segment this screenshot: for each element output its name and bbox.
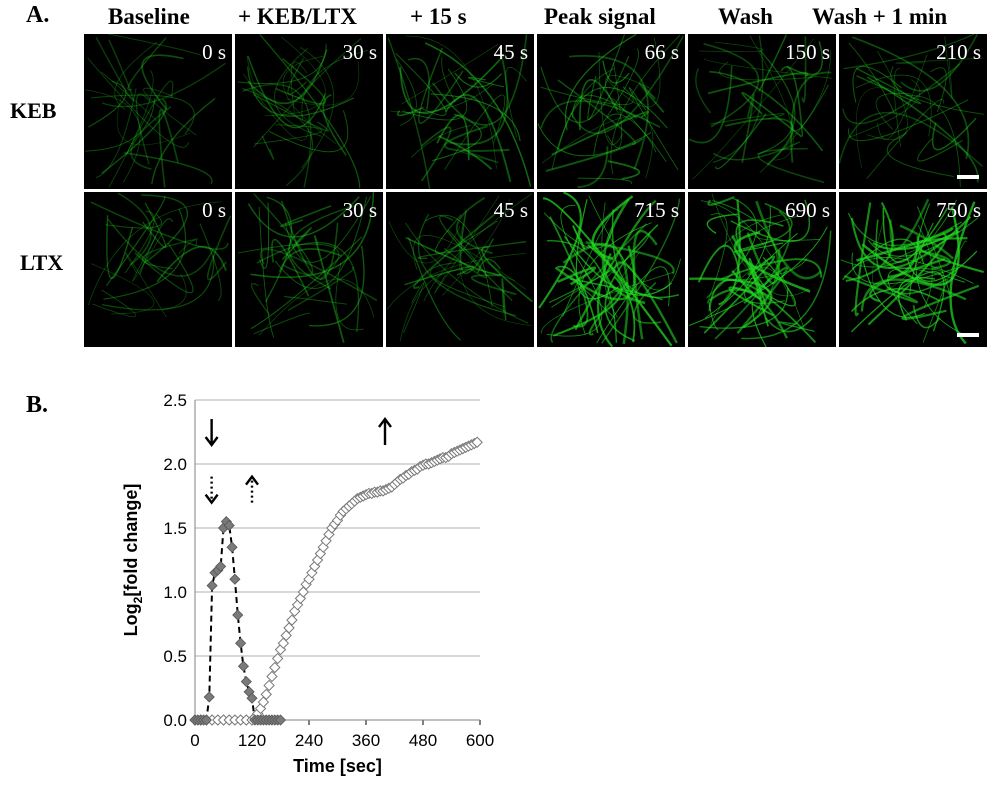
- neurite-fluorescence: [688, 34, 832, 184]
- keb-data-point: [237, 660, 250, 672]
- x-axis-label: Time [sec]: [293, 756, 382, 776]
- micrograph-tile: 150 s: [688, 34, 836, 189]
- neurite-fluorescence: [538, 192, 681, 347]
- micrograph-tile: 750 s: [839, 192, 987, 347]
- neurite-fluorescence: [237, 34, 369, 189]
- micrograph-tile: 45 s: [386, 192, 534, 347]
- neurite-fluorescence: [537, 34, 684, 189]
- ltx-data-point: [471, 436, 483, 448]
- keb-data-point: [240, 676, 252, 688]
- keb-data-point: [203, 691, 215, 703]
- micrograph-tile: 66 s: [537, 34, 685, 189]
- keb-data-point: [215, 560, 227, 572]
- micrograph-tile: 30 s: [235, 34, 383, 189]
- fold-change-chart: 0.0 0.5 1.0 1.5 2.0 2.5 0 120 240 360 480 600 Time […: [121, 391, 494, 776]
- row-label-ltx: LTX: [20, 250, 64, 275]
- row-label-keb: KEB: [10, 98, 57, 123]
- neurite-fluorescence: [386, 193, 533, 342]
- y-tick-label: 2.5: [163, 391, 187, 410]
- ltx-data-point: [260, 688, 272, 701]
- timestamp-label: 0 s: [202, 198, 226, 222]
- y-axis-label: Log2[fold change]: [121, 484, 145, 637]
- y-tick-label: 1.5: [163, 519, 187, 538]
- ltx-data-point: [271, 652, 284, 665]
- timestamp-label: 690 s: [785, 198, 830, 222]
- y-tick-label: 2.0: [163, 455, 187, 474]
- x-tick-label: 240: [295, 731, 323, 750]
- arrow-head: [204, 436, 219, 447]
- micrograph-tile: 45 s: [386, 34, 534, 189]
- neurite-fluorescence: [387, 34, 532, 189]
- timestamp-label: 66 s: [644, 40, 679, 64]
- timestamp-label: 750 s: [936, 198, 981, 222]
- micrograph-tile: 210 s: [839, 34, 987, 189]
- micrograph-tile: 30 s: [235, 192, 383, 347]
- micrograph-tile: 690 s: [688, 192, 836, 347]
- x-tick-label: 360: [352, 731, 380, 750]
- x-tick-label: 120: [238, 731, 266, 750]
- column-header-peak-signal: Peak signal: [544, 4, 656, 29]
- keb-data-point: [223, 519, 235, 532]
- timestamp-label: 0 s: [202, 40, 226, 64]
- timestamp-label: 45 s: [493, 40, 528, 64]
- timestamp-label: 150 s: [785, 40, 830, 64]
- arrow-head: [204, 493, 219, 505]
- keb-data-point: [226, 541, 238, 553]
- arrow-head: [378, 417, 392, 428]
- y-tick-label: 1.0: [163, 583, 187, 602]
- keb-data-point: [274, 714, 287, 726]
- scale-bar: [957, 333, 979, 337]
- ltx-data-point: [266, 670, 278, 683]
- column-header-15s: + 15 s: [410, 4, 467, 29]
- x-tick-label: 480: [409, 731, 437, 750]
- ltx-data-point: [269, 661, 281, 674]
- neurite-fluorescence: [84, 34, 226, 188]
- column-header-keb-ltx: + KEB/LTX: [238, 4, 357, 29]
- timestamp-label: 210 s: [936, 40, 981, 64]
- micrograph-tile: 715 s: [537, 192, 685, 347]
- neurite-fluorescence: [688, 193, 832, 347]
- keb-data-point: [235, 637, 247, 649]
- x-tick-label: 0: [190, 731, 199, 750]
- neurite-fluorescence: [839, 34, 985, 188]
- panel-b-label: B.: [26, 392, 49, 418]
- neurite-fluorescence: [237, 192, 378, 344]
- keb-data-point: [246, 692, 258, 704]
- timestamp-label: 30 s: [342, 40, 377, 64]
- panel-a-label: A.: [26, 2, 50, 28]
- arrow-head: [245, 474, 259, 486]
- neurite-fluorescence: [840, 198, 984, 345]
- timestamp-label: 30 s: [342, 198, 377, 222]
- timestamp-label: 715 s: [634, 198, 679, 222]
- ltx-data-point: [286, 614, 298, 626]
- x-tick-label: 600: [466, 731, 494, 750]
- y-tick-label: 0.5: [163, 647, 187, 666]
- keb-data-point: [206, 580, 218, 592]
- keb-data-point: [200, 714, 212, 726]
- timestamp-label: 45 s: [493, 198, 528, 222]
- column-header-wash: Wash: [718, 4, 773, 29]
- y-tick-label: 0.0: [163, 711, 187, 730]
- neurite-fluorescence: [87, 192, 232, 318]
- column-header-baseline: Baseline: [108, 4, 190, 29]
- ltx-data-point: [263, 679, 275, 692]
- micrograph-tile: 0 s: [84, 34, 232, 189]
- keb-data-point: [229, 573, 241, 585]
- keb-data-point: [232, 609, 244, 621]
- column-header-wash-1min: Wash + 1 min: [812, 4, 948, 29]
- micrograph-tile: 0 s: [84, 192, 232, 347]
- scale-bar: [957, 175, 979, 179]
